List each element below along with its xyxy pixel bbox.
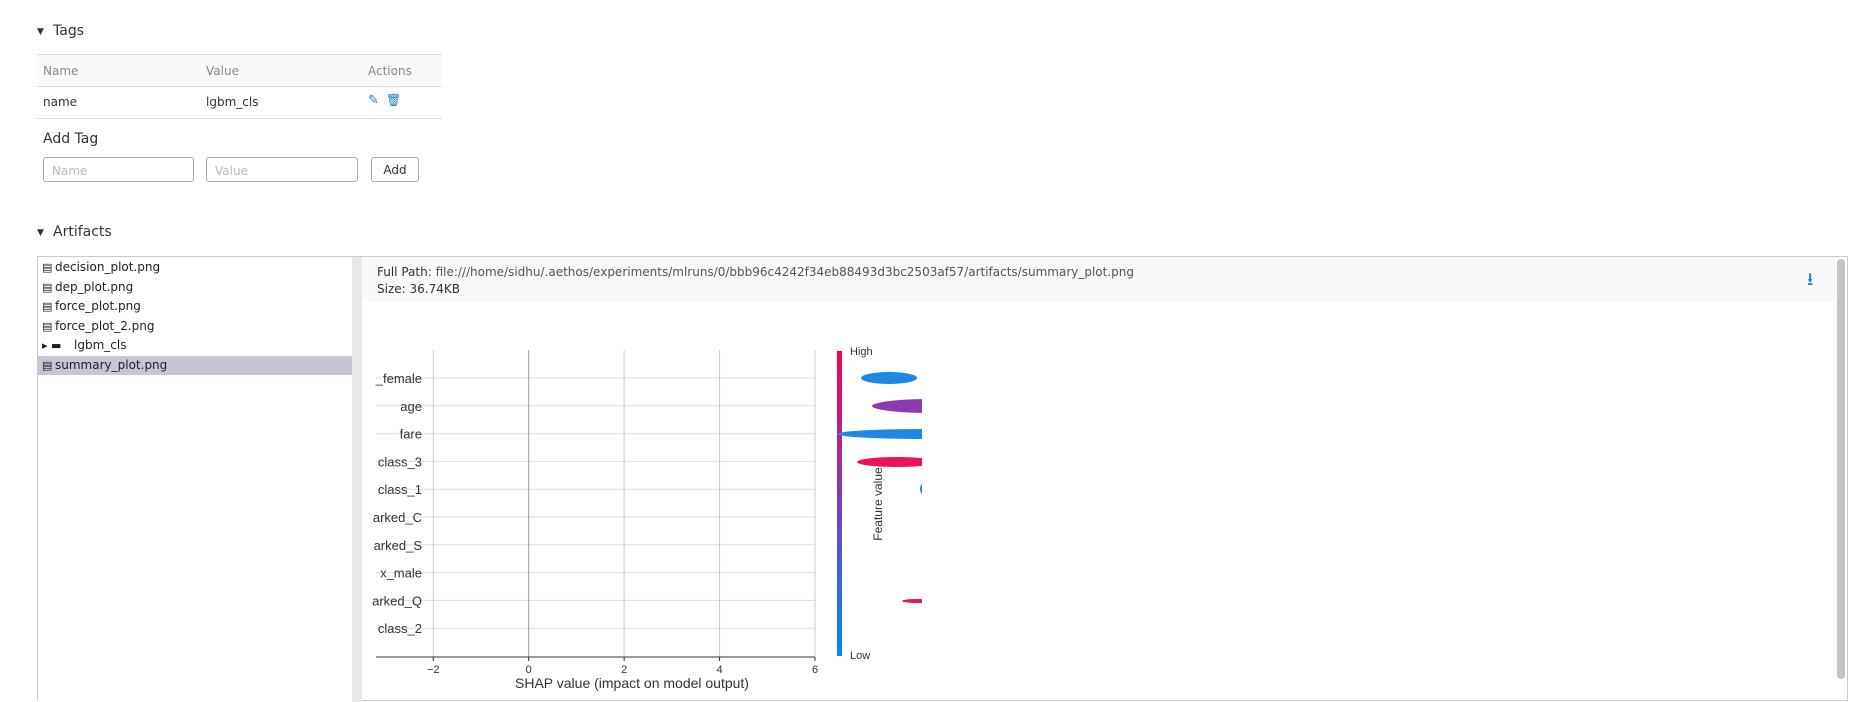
icon: ▤ bbox=[42, 261, 53, 274]
x-tick-label: 4 bbox=[717, 664, 723, 676]
feature-label: _female bbox=[375, 371, 422, 386]
column-header: Actions bbox=[368, 64, 412, 78]
feature-label: class_1 bbox=[378, 482, 422, 497]
icon: ▤ bbox=[42, 300, 53, 313]
file-name: force_plot_2.png bbox=[55, 318, 155, 333]
collapse-icon[interactable]: ▼ bbox=[37, 228, 44, 238]
beeswarm-points bbox=[837, 372, 922, 603]
feature-label: arked_S bbox=[374, 538, 423, 553]
splitter[interactable] bbox=[352, 257, 362, 702]
file-tree: ▤ decision_plot.png ▤ dep_plot.png ▤ force_pl… bbox=[38, 257, 353, 702]
summary-plot: High Low Feature value SHAP value (impac… bbox=[372, 346, 922, 691]
cell: lgbm_cls bbox=[206, 95, 259, 109]
icon: ▸ ▬ bbox=[42, 339, 62, 352]
x-tick-label: −2 bbox=[427, 664, 440, 676]
table-header bbox=[37, 55, 442, 87]
artifacts-panel: ▤ decision_plot.png ▤ dep_plot.png ▤ force_pl… bbox=[37, 256, 1848, 702]
folder-item[interactable]: ▸ ▬ lgbm_cls bbox=[38, 336, 352, 355]
tags-table: Name Value Actions name lgbm_cls ✎ 🗑 bbox=[37, 54, 442, 119]
file-item[interactable]: ▤ summary_plot.png bbox=[38, 355, 352, 375]
full-path: Full Path: file:///home/sidhu/.aethos/ex… bbox=[377, 265, 1134, 279]
file-name: decision_plot.png bbox=[55, 260, 161, 274]
edit-icon[interactable]: ✎ bbox=[368, 93, 379, 108]
file-name: lgbm_cls bbox=[74, 338, 127, 352]
colorbar-label: Feature value bbox=[871, 467, 885, 541]
add-button[interactable]: Add bbox=[371, 157, 419, 182]
feature-label: age bbox=[400, 399, 422, 414]
icon: ▤ bbox=[42, 319, 53, 333]
label: Size: bbox=[377, 282, 406, 296]
colorbar-high: High bbox=[850, 346, 873, 358]
download-icon[interactable]: ⭳ bbox=[1807, 269, 1814, 290]
file-size: Size: 36.74KB bbox=[377, 282, 460, 296]
size: 36.74KB bbox=[409, 282, 460, 296]
file-item[interactable]: ▤ force_plot_2.png bbox=[38, 317, 352, 336]
delete-icon[interactable]: 🗑 bbox=[386, 93, 402, 107]
file-item[interactable]: ▤ decision_plot.png bbox=[38, 258, 352, 277]
cell: name bbox=[43, 95, 78, 109]
icon: ▤ bbox=[42, 358, 53, 372]
file-item[interactable]: ▤ force_plot.png bbox=[38, 297, 352, 316]
preview-header bbox=[362, 257, 1835, 301]
x-tick-label: 2 bbox=[621, 664, 627, 676]
label: Full Path: bbox=[377, 265, 432, 279]
x-axis-label: SHAP value (impact on model output) bbox=[515, 675, 749, 691]
section-title[interactable]: Tags bbox=[53, 23, 84, 39]
axis-text: High Low Feature value SHAP value (impac… bbox=[515, 346, 885, 691]
add-tag-title: Add Tag bbox=[43, 131, 99, 147]
feature-label: class_3 bbox=[378, 454, 422, 469]
feature-label: arked_Q bbox=[372, 593, 422, 608]
x-tick-label: 6 bbox=[812, 664, 818, 676]
colorbar bbox=[837, 351, 842, 656]
icon: ▤ bbox=[42, 280, 53, 294]
collapse-icon[interactable]: ▼ bbox=[37, 27, 44, 37]
feature-label: fare bbox=[400, 427, 422, 442]
file-name: dep_plot.png bbox=[55, 279, 134, 294]
file-item[interactable]: ▤ dep_plot.png bbox=[38, 278, 352, 297]
feature-label: x_male bbox=[380, 566, 422, 581]
x-tick-label: 0 bbox=[526, 664, 532, 676]
path: file:///home/sidhu/.aethos/experiments/m… bbox=[435, 265, 1135, 279]
value-input[interactable]: Value bbox=[206, 157, 358, 182]
file-name: summary_plot.png bbox=[55, 357, 168, 372]
name-input[interactable]: Name bbox=[43, 157, 194, 182]
file-name: force_plot.png bbox=[55, 299, 141, 313]
feature-label: class_2 bbox=[378, 621, 422, 636]
colorbar-low: Low bbox=[850, 650, 870, 662]
column-header: Name bbox=[43, 64, 79, 78]
column-header: Value bbox=[206, 64, 239, 78]
feature-label: arked_C bbox=[373, 510, 422, 525]
scrollbar[interactable] bbox=[1837, 259, 1845, 679]
section-title[interactable]: Artifacts bbox=[53, 224, 112, 240]
